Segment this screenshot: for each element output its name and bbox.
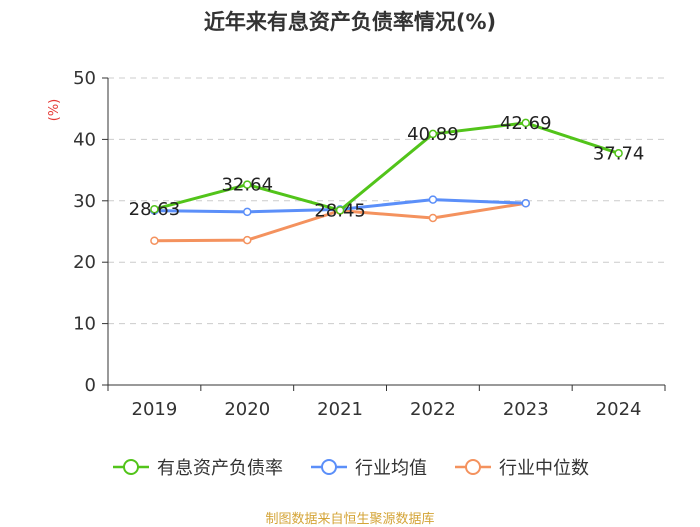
legend-label: 有息资产负债率: [157, 458, 283, 479]
data-point: [521, 118, 530, 128]
y-tick-label: 10: [73, 314, 96, 335]
data-label: 40.89: [407, 124, 459, 145]
legend-line-marker-icon: [311, 459, 347, 475]
legend: 有息资产负债率 行业均值 行业中位数: [0, 454, 700, 480]
x-tick-label: 2021: [317, 399, 363, 420]
data-point: [335, 206, 345, 215]
y-tick-label: 0: [85, 375, 96, 396]
y-tick-label: 30: [73, 191, 96, 212]
legend-item[interactable]: 有息资产负债率: [111, 454, 283, 480]
x-tick-label: 2022: [410, 399, 456, 420]
data-point: [150, 236, 159, 245]
legend-line-marker-icon: [455, 459, 491, 475]
legend-item[interactable]: 行业均值: [309, 454, 427, 480]
data-point: [428, 195, 438, 204]
y-axis-label: (%): [47, 99, 62, 122]
data-point: [521, 199, 530, 208]
data-label: 42.69: [500, 113, 552, 134]
y-tick-label: 40: [73, 129, 96, 150]
legend-item[interactable]: 行业中位数: [453, 454, 589, 480]
x-tick-label: 2019: [132, 399, 178, 420]
data-point: [428, 129, 438, 139]
data-point: [243, 180, 252, 189]
data-label: 28.63: [129, 199, 181, 220]
data-point: [614, 149, 623, 158]
data-point: [243, 235, 252, 245]
data-label: 28.45: [314, 200, 366, 221]
source-note: 制图数据来自恒生聚源数据库: [265, 512, 435, 527]
data-label: 32.64: [221, 175, 273, 196]
data-point: [243, 207, 252, 217]
data-label: 37.74: [593, 143, 645, 164]
legend-label: 行业均值: [355, 458, 427, 479]
x-tick-label: 2024: [596, 399, 642, 420]
x-tick-label: 2023: [503, 399, 549, 420]
y-tick-label: 50: [73, 68, 96, 89]
legend-label: 行业中位数: [499, 458, 589, 479]
chart-title: 近年来有息资产负债率情况(%): [203, 10, 497, 34]
data-point: [428, 213, 438, 223]
series-line: [154, 121, 620, 212]
data-point: [150, 204, 159, 214]
x-tick-label: 2020: [224, 399, 270, 420]
legend-line-marker-icon: [113, 459, 149, 475]
y-tick-label: 20: [73, 252, 96, 273]
